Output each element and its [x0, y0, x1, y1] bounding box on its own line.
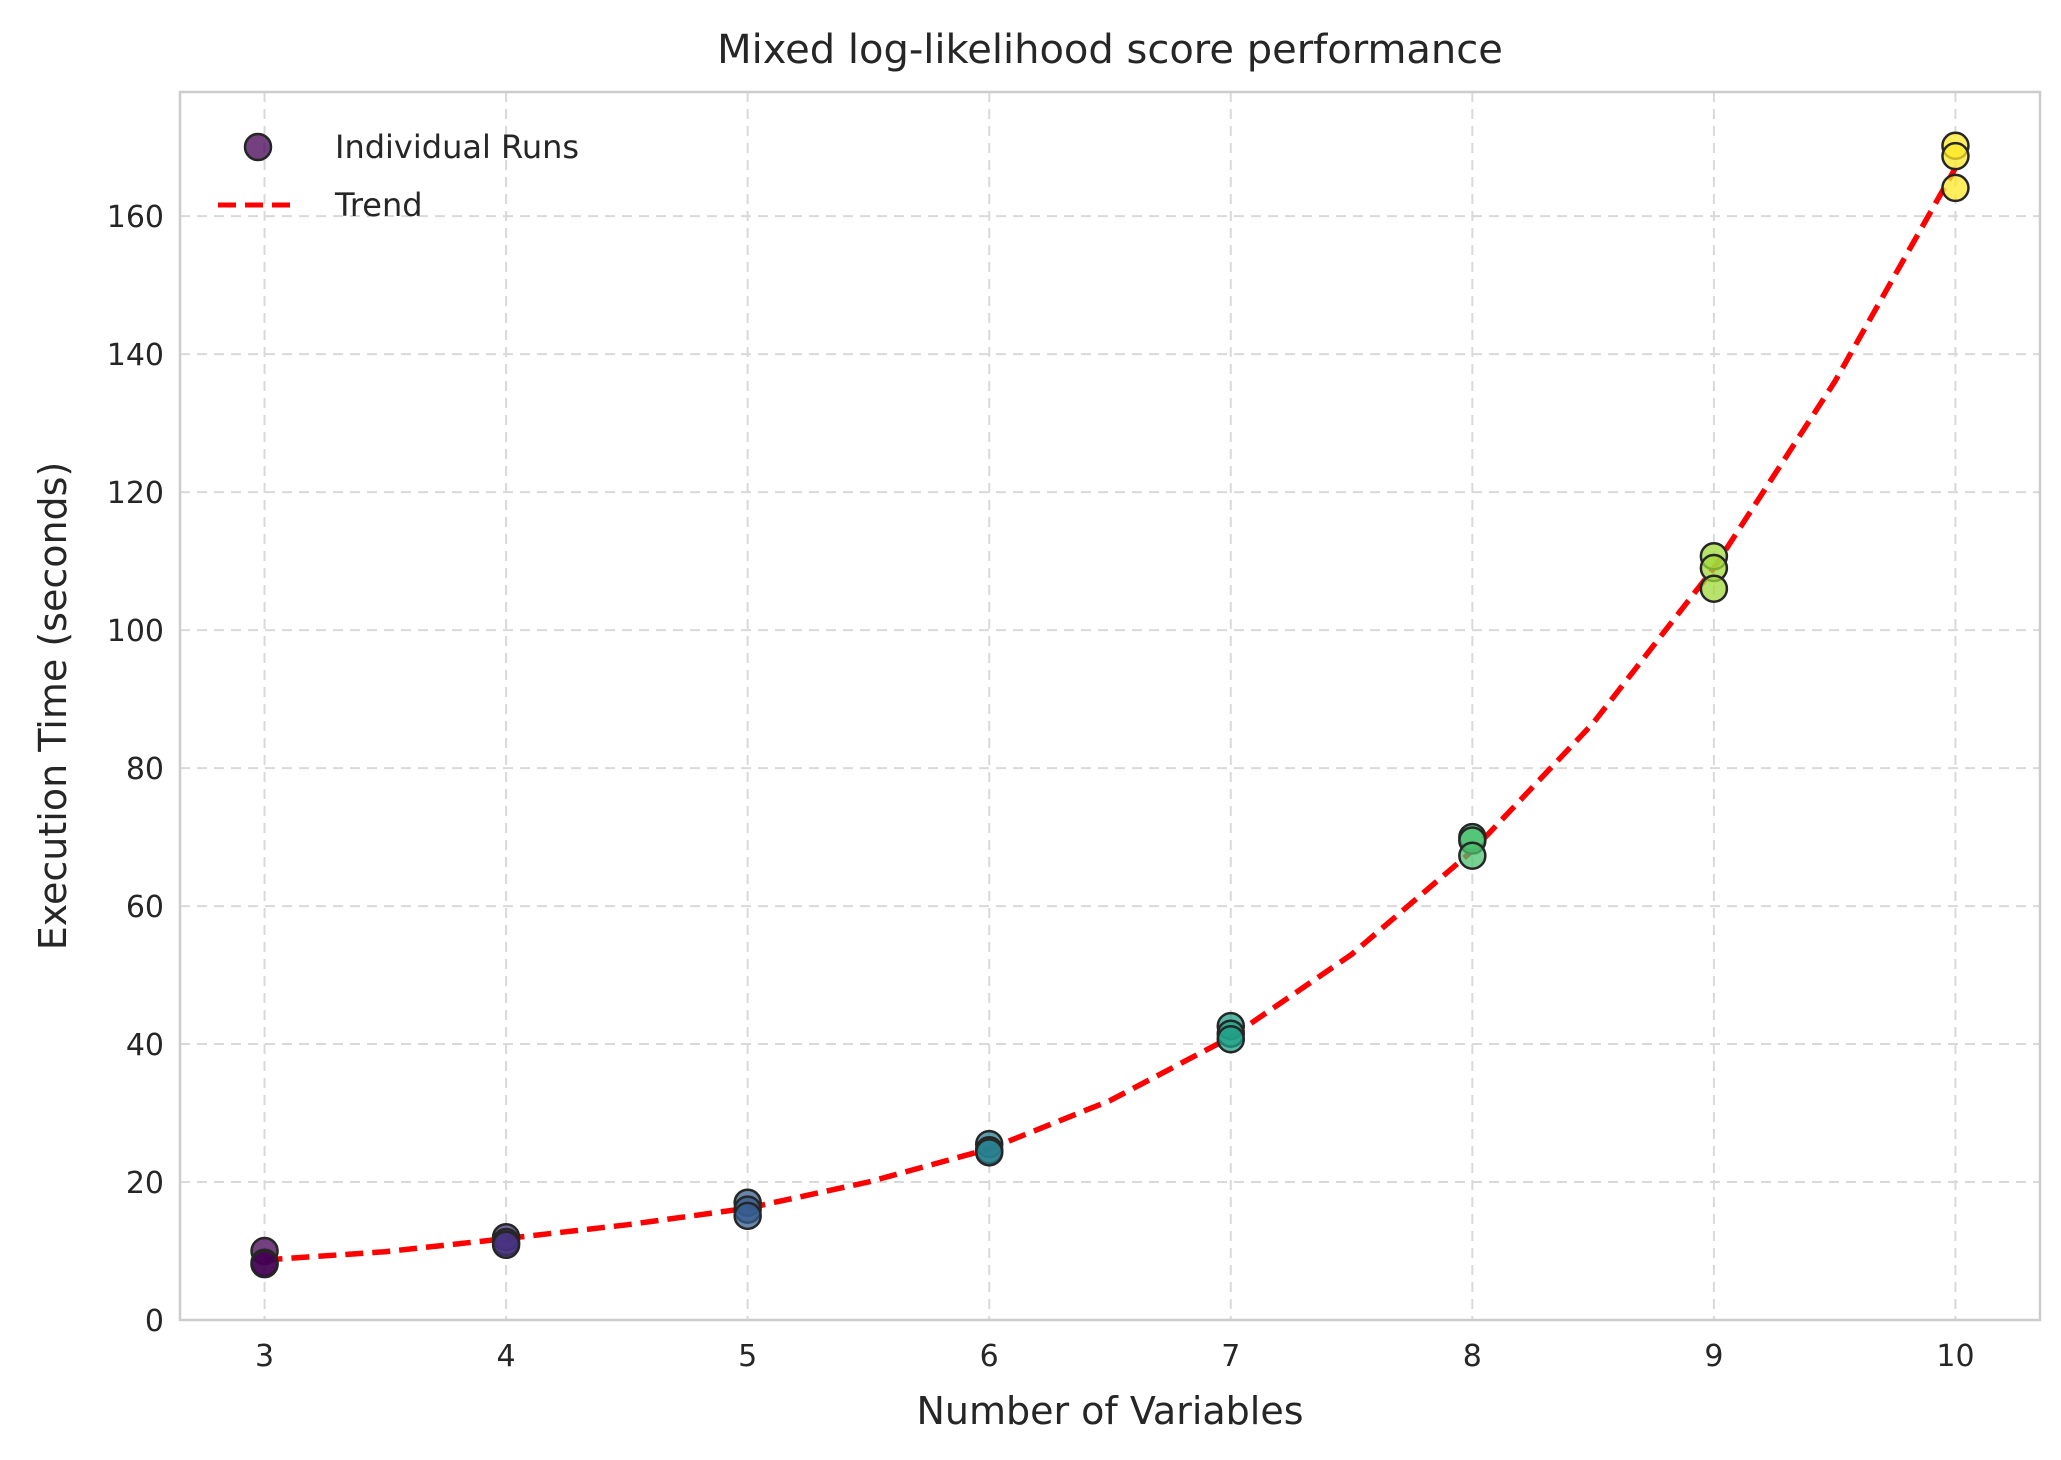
scatter-series — [250, 131, 1970, 1279]
x-axis-label: Number of Variables — [916, 1389, 1303, 1433]
x-tick-label: 3 — [255, 1339, 274, 1374]
x-tick-label: 5 — [738, 1339, 757, 1374]
legend: Individual Runs Trend — [218, 128, 579, 224]
scatter-point — [250, 1249, 279, 1279]
y-tick-label: 60 — [126, 890, 164, 925]
x-tick-label: 10 — [1936, 1339, 1974, 1374]
x-tick-label: 6 — [980, 1339, 999, 1374]
y-tick-label: 0 — [145, 1304, 164, 1339]
scatter-point — [491, 1230, 521, 1260]
chart-title: Mixed log-likelihood score performance — [717, 27, 1503, 73]
y-tick-label: 100 — [107, 614, 164, 649]
scatter-point — [733, 1201, 762, 1231]
x-tick-label: 9 — [1704, 1339, 1723, 1374]
grid — [180, 92, 2040, 1321]
scatter-point — [1941, 141, 1970, 171]
scatter-point — [1216, 1024, 1246, 1054]
legend-label-trend: Trend — [334, 186, 423, 224]
trend-line — [264, 166, 1958, 1263]
plot-frame — [178, 90, 2042, 1322]
scatter-point — [974, 1138, 1004, 1167]
y-tick-label: 140 — [107, 338, 164, 373]
x-tick-label: 7 — [1221, 1339, 1240, 1374]
y-tick-label: 80 — [126, 752, 164, 787]
scatter-point — [1458, 841, 1487, 870]
y-tick-label: 120 — [107, 476, 164, 511]
x-tick-label: 4 — [497, 1339, 516, 1374]
y-axis-label: Execution Time (seconds) — [31, 462, 75, 951]
scatter-point — [1941, 173, 1970, 203]
y-tick-label: 20 — [126, 1166, 164, 1201]
y-tick-label: 160 — [107, 200, 164, 235]
y-tick-label: 40 — [126, 1028, 164, 1063]
trend-series — [264, 166, 1958, 1263]
y-axis-ticks: 0 20 40 60 80 100 120 140 160 — [107, 200, 164, 1339]
x-tick-label: 8 — [1463, 1339, 1482, 1374]
legend-marker-individual-runs — [243, 132, 273, 162]
scatter-point — [1699, 574, 1729, 603]
x-axis-ticks: 3 4 5 6 7 8 9 10 — [255, 1339, 1975, 1374]
legend-label-individual-runs: Individual Runs — [335, 128, 579, 166]
